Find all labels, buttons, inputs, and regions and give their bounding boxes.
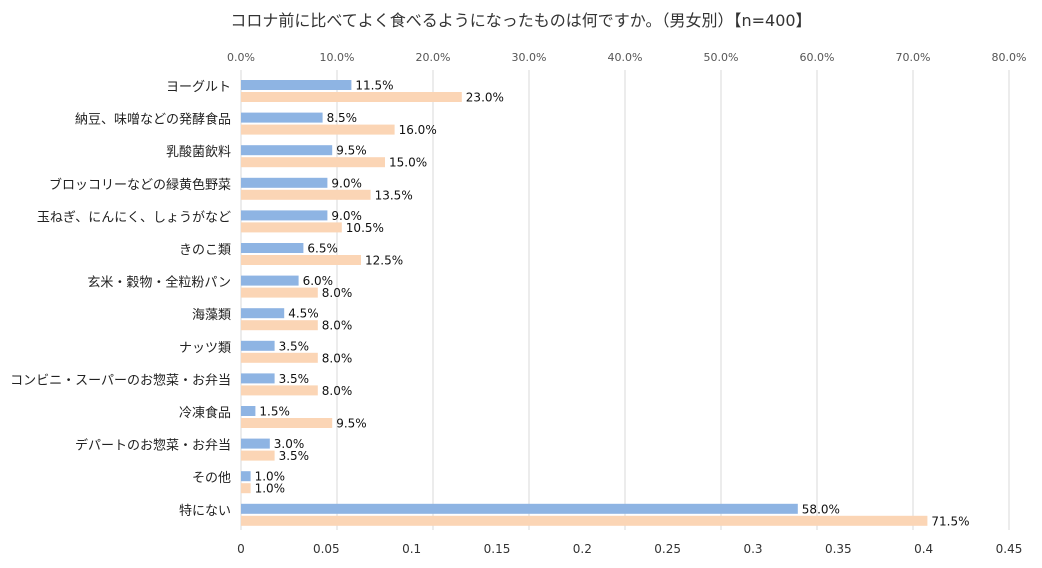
bar-series-1 — [241, 308, 285, 319]
bar-data-label: 6.0% — [303, 274, 334, 288]
bottom-axis-tick-label: 0 — [237, 542, 245, 556]
bar-data-label: 8.0% — [322, 351, 353, 365]
bar-series-2 — [241, 157, 385, 168]
bar-series-1 — [241, 210, 328, 221]
category-label: デパートのお惣菜・お弁当 — [75, 438, 231, 454]
bar-series-1 — [241, 112, 323, 123]
bar-series-2 — [241, 189, 371, 200]
top-axis: 0.0% 10.0% 20.0% 30.0% 40.0% 50.0% 60.0% 70.0% 8… — [227, 51, 1026, 64]
top-axis-tick-label: 20.0% — [416, 51, 451, 64]
bar-data-label: 1.0% — [255, 470, 286, 484]
top-axis-tick-label: 60.0% — [800, 51, 835, 64]
bar-data-label: 58.0% — [802, 502, 840, 516]
bar-data-label: 3.5% — [279, 449, 310, 463]
bar-series-1 — [241, 373, 275, 384]
bar-data-label: 6.5% — [307, 242, 338, 256]
bar-data-label: 12.5% — [365, 254, 403, 268]
category-label: 納豆、味噌などの発酵食品 — [75, 112, 231, 128]
bar-series-2 — [241, 255, 361, 265]
category-label: 玉ねぎ、にんにく、しょうがなど — [37, 210, 231, 225]
bottom-axis: 0 0.05 0.1 0.15 0.2 0.25 0.3 0.35 0.4 0.45 — [237, 542, 1022, 556]
bar-data-label: 4.5% — [288, 307, 319, 321]
bar-series-1 — [241, 275, 299, 286]
bars — [241, 80, 928, 526]
bar-data-label: 3.5% — [279, 372, 310, 386]
top-axis-tick-label: 80.0% — [992, 51, 1027, 64]
bar-data-label: 9.0% — [331, 176, 362, 190]
category-label: きのこ類 — [179, 243, 231, 258]
bar-series-2 — [241, 92, 462, 102]
bar-data-label: 3.5% — [279, 339, 310, 353]
bar-series-1 — [241, 503, 798, 514]
bar-series-1 — [241, 438, 270, 449]
top-axis-tick-label: 40.0% — [608, 51, 643, 64]
bar-series-2 — [241, 385, 318, 396]
category-label: 冷凍食品 — [179, 405, 231, 421]
category-axis: ヨーグルト納豆、味噌などの発酵食品乳酸菌飲料ブロッコリーなどの緑黄色野菜玉ねぎ、… — [10, 80, 231, 519]
bar-series-2 — [241, 515, 928, 526]
bar-series-1 — [241, 243, 304, 253]
bar-series-1 — [241, 406, 256, 416]
category-label: ブロッコリーなどの緑黄色野菜 — [49, 177, 231, 193]
top-axis-tick-label: 30.0% — [512, 51, 547, 64]
bar-series-2 — [241, 483, 251, 494]
bar-data-label: 8.5% — [327, 111, 358, 125]
bar-series-1 — [241, 145, 333, 156]
bottom-axis-tick-label: 0.2 — [573, 542, 592, 556]
category-label: 特にない — [179, 504, 231, 519]
bar-data-label: 13.5% — [375, 188, 413, 202]
bottom-axis-tick-label: 0.45 — [996, 542, 1023, 556]
gridlines — [240, 70, 1010, 530]
bar-data-label: 23.0% — [466, 91, 504, 105]
chart-title: コロナ前に比べてよく食べるようになったものは何ですか。（男女別）【n=400】 — [230, 11, 811, 30]
bottom-axis-tick-label: 0.3 — [743, 542, 762, 556]
bar-series-2 — [241, 124, 395, 135]
bar-data-label: 8.0% — [322, 286, 353, 300]
bottom-axis-tick-label: 0.25 — [654, 542, 681, 556]
bar-series-2 — [241, 418, 333, 428]
bar-series-2 — [241, 352, 318, 363]
category-label: ヨーグルト — [166, 80, 231, 95]
bar-data-label: 3.0% — [274, 437, 305, 451]
bar-data-label: 71.5% — [931, 514, 969, 528]
bar-data-label: 9.5% — [336, 417, 367, 431]
data-labels: 11.5% 8.5% 9.5% 9.0% 9.0% 6.5% 6.0% 4.5% 3.5% 3.5… — [255, 79, 970, 529]
top-axis-tick-label: 10.0% — [320, 51, 355, 64]
category-label: コンビニ・スーパーのお惣菜・お弁当 — [10, 373, 231, 388]
bar-data-label: 9.5% — [336, 144, 367, 158]
category-label: 乳酸菌飲料 — [166, 144, 231, 160]
bar-data-label: 8.0% — [322, 384, 353, 398]
bar-data-label: 1.5% — [259, 405, 290, 419]
bottom-axis-tick-label: 0.4 — [914, 542, 933, 556]
bottom-axis-tick-label: 0.1 — [402, 542, 421, 556]
bar-series-2 — [241, 450, 275, 461]
bar-data-label: 1.0% — [255, 482, 286, 496]
bar-series-2 — [241, 222, 342, 233]
category-label: ナッツ類 — [179, 341, 231, 356]
bar-data-label: 10.5% — [346, 221, 384, 235]
bar-data-label: 11.5% — [355, 79, 393, 93]
top-axis-tick-label: 70.0% — [896, 51, 931, 64]
bar-series-2 — [241, 287, 318, 298]
bar-series-1 — [241, 471, 251, 482]
bar-series-1 — [241, 177, 328, 188]
bottom-axis-tick-label: 0.15 — [484, 542, 511, 556]
bar-series-1 — [241, 340, 275, 351]
top-axis-tick-label: 0.0% — [227, 51, 255, 64]
bottom-axis-tick-label: 0.35 — [825, 542, 852, 556]
category-label: 海藻類 — [192, 308, 231, 323]
top-axis-tick-label: 50.0% — [704, 51, 739, 64]
bar-data-label: 15.0% — [389, 156, 427, 170]
bar-data-label: 9.0% — [331, 209, 362, 223]
bar-series-1 — [241, 80, 352, 90]
bar-data-label: 8.0% — [322, 319, 353, 333]
category-label: その他 — [192, 471, 231, 486]
category-label: 玄米・穀物・全粒粉パン — [87, 275, 231, 291]
bar-series-2 — [241, 320, 318, 331]
bottom-axis-tick-label: 0.05 — [313, 542, 340, 556]
bar-data-label: 16.0% — [399, 123, 437, 137]
